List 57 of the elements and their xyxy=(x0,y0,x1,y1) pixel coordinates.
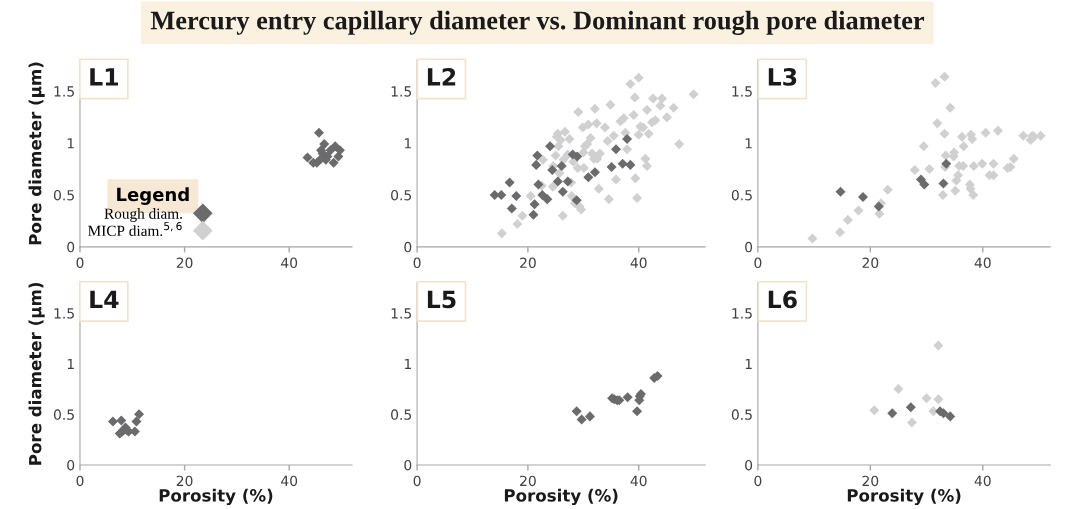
x-tick-label: 0 xyxy=(76,257,84,269)
x-tick-label: 40 xyxy=(974,257,991,269)
x-tick-label: 0 xyxy=(76,475,84,487)
legend-title: Legend xyxy=(117,187,189,205)
x-tick-label: 40 xyxy=(974,475,991,487)
chart-title: L5 xyxy=(427,290,456,309)
x-tick-label: 20 xyxy=(520,257,536,269)
chart-title: L3 xyxy=(768,67,797,86)
x-tick-label: 0 xyxy=(413,257,421,269)
x-tick-label: 40 xyxy=(630,257,647,269)
text: Mercury entry capillary diameter vs. Dominant rough pore diameter xyxy=(150,10,925,35)
y-tick-label: 0 xyxy=(745,459,753,471)
x-tick-label: 0 xyxy=(754,257,762,269)
x-axis-title: Porosity (%) xyxy=(504,488,618,506)
y-tick-label: 0.5 xyxy=(53,409,74,420)
y-tick-label: 1.5 xyxy=(391,86,412,97)
x-tick-label: 0 xyxy=(413,475,421,487)
y-axis-title: Pore diameter (µm) xyxy=(28,282,45,465)
y-tick-label: 1.5 xyxy=(54,308,74,319)
chart-title: L4 xyxy=(90,290,119,308)
chart-title: L1 xyxy=(90,68,118,86)
y-tick-label: 0.5 xyxy=(391,409,412,420)
x-tick-label: 20 xyxy=(862,475,879,487)
y-tick-label: 1.5 xyxy=(54,86,74,97)
y-tick-label: 1 xyxy=(67,138,74,149)
y-tick-label: 1 xyxy=(404,138,411,149)
x-tick-label: 40 xyxy=(281,257,298,269)
y-tick-label: 1.5 xyxy=(732,86,752,97)
chart-title: L2 xyxy=(427,67,456,86)
y-tick-label: 0 xyxy=(404,241,412,253)
legend-label: Rough diam. xyxy=(104,208,182,222)
legend-label: MICP diam.$^{5,6}$ xyxy=(88,222,182,237)
y-tick-label: 1 xyxy=(745,358,752,370)
y-tick-label: 1 xyxy=(67,358,74,370)
y-tick-label: 0 xyxy=(404,459,412,471)
y-tick-label: 0.5 xyxy=(731,189,752,201)
y-tick-label: 1.5 xyxy=(391,308,412,319)
y-tick-label: 1 xyxy=(404,358,411,370)
x-tick-label: 0 xyxy=(754,475,762,487)
x-tick-label: 40 xyxy=(281,475,298,487)
chart-title: L6 xyxy=(768,290,797,309)
y-tick-label: 0.5 xyxy=(391,189,412,201)
y-tick-label: 0 xyxy=(745,241,753,253)
y-axis-title: Pore diameter (µm) xyxy=(28,62,45,245)
y-tick-label: 0.5 xyxy=(53,189,74,201)
x-axis-title: Porosity (%) xyxy=(847,488,961,506)
y-tick-label: 1 xyxy=(745,138,752,149)
x-tick-label: 20 xyxy=(862,257,879,269)
x-tick-label: 20 xyxy=(176,475,193,487)
x-tick-label: 20 xyxy=(520,475,536,487)
y-tick-label: 1.5 xyxy=(732,308,752,319)
x-tick-label: 20 xyxy=(176,257,193,269)
x-axis-title: Porosity (%) xyxy=(159,488,273,506)
y-tick-label: 0.5 xyxy=(731,409,752,420)
x-tick-label: 40 xyxy=(630,475,647,487)
y-tick-label: 0 xyxy=(67,241,75,253)
y-tick-label: 0 xyxy=(67,459,75,471)
